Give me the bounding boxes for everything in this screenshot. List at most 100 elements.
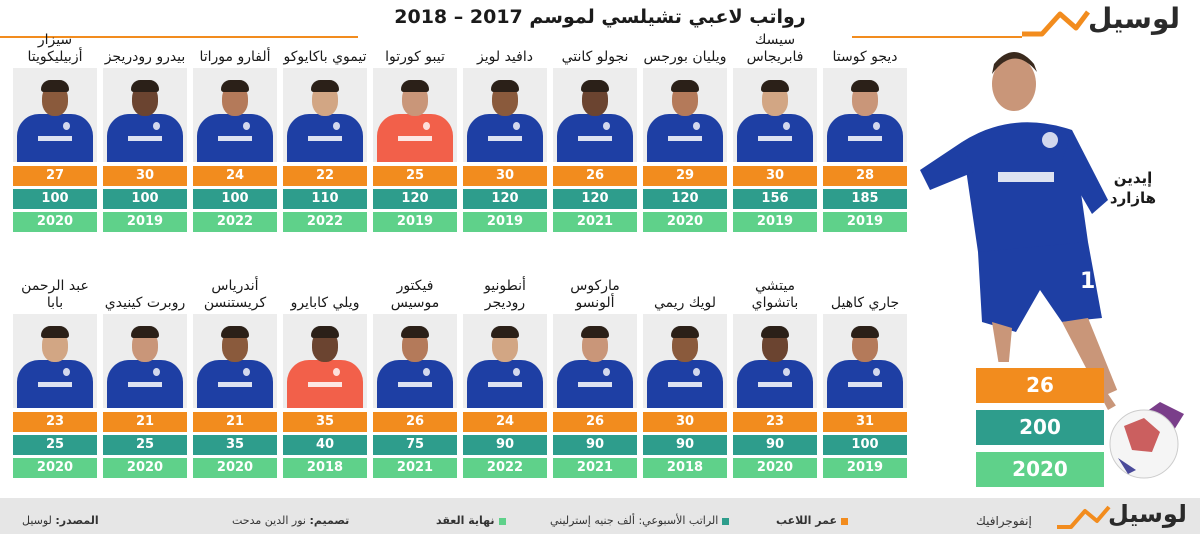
player-age: 30 xyxy=(733,166,817,186)
player-card: تيموي باكايوكو 22 110 2022 xyxy=(283,18,367,232)
player-salary: 120 xyxy=(643,189,727,209)
player-age: 30 xyxy=(643,412,727,432)
player-name: لويك ريمي xyxy=(653,295,717,311)
player-kit xyxy=(827,114,903,162)
player-card: روبرت كينيدي 21 25 2020 xyxy=(103,264,187,478)
player-name: سيسك فابريجاس xyxy=(746,32,804,65)
player-hair xyxy=(671,326,699,338)
featured-player-stats: 26 200 2020 xyxy=(976,368,1104,494)
player-card: أندرياس كريستنسن 21 35 2020 xyxy=(193,264,277,478)
player-age: 22 xyxy=(283,166,367,186)
player-photo xyxy=(553,314,637,408)
player-photo xyxy=(13,68,97,162)
player-photo xyxy=(373,68,457,162)
player-contract-end: 2022 xyxy=(283,212,367,232)
player-kit xyxy=(737,360,813,408)
player-card: عبد الرحمن بابا 23 25 2020 xyxy=(13,264,97,478)
player-card: بيدرو رودريجز 30 100 2019 xyxy=(103,18,187,232)
featured-contract-end: 2020 xyxy=(976,452,1104,487)
player-hair xyxy=(41,80,69,92)
player-card: ديجو كوستا 28 185 2019 xyxy=(823,18,907,232)
player-name: نجولو كانتي xyxy=(561,49,629,65)
player-kit xyxy=(377,114,453,162)
player-contract-end: 2019 xyxy=(823,212,907,232)
player-salary: 185 xyxy=(823,189,907,209)
player-card: لويك ريمي 30 90 2018 xyxy=(643,264,727,478)
player-contract-end: 2018 xyxy=(283,458,367,478)
player-age: 27 xyxy=(13,166,97,186)
player-age: 30 xyxy=(463,166,547,186)
player-photo xyxy=(463,68,547,162)
player-contract-end: 2021 xyxy=(553,212,637,232)
player-name: بيدرو رودريجز xyxy=(104,49,186,65)
player-age: 29 xyxy=(643,166,727,186)
player-salary: 25 xyxy=(103,435,187,455)
player-salary: 90 xyxy=(553,435,637,455)
player-salary: 120 xyxy=(373,189,457,209)
featured-salary: 200 xyxy=(976,410,1104,445)
player-age: 21 xyxy=(193,412,277,432)
player-hair xyxy=(131,80,159,92)
player-age: 24 xyxy=(193,166,277,186)
player-photo xyxy=(103,68,187,162)
legend-age-text: عمر اللاعب xyxy=(776,514,837,527)
player-hair xyxy=(761,326,789,338)
player-hair xyxy=(401,326,429,338)
player-hair xyxy=(761,80,789,92)
player-age: 24 xyxy=(463,412,547,432)
page-title: رواتب لاعبي تشيلسي لموسم 2017 – 2018 xyxy=(394,6,806,28)
player-contract-end: 2022 xyxy=(193,212,277,232)
player-salary: 110 xyxy=(283,189,367,209)
player-kit xyxy=(467,360,543,408)
player-photo xyxy=(373,314,457,408)
player-kit xyxy=(647,114,723,162)
player-name: ويلي كابايرو xyxy=(290,295,360,311)
footer-brand-logo: لوسيل xyxy=(1108,500,1187,528)
player-contract-end: 2020 xyxy=(13,458,97,478)
player-age: 28 xyxy=(823,166,907,186)
legend-age-swatch xyxy=(840,517,848,525)
source-label: المصدر: xyxy=(55,514,99,527)
design-credit: تصميم: نور الدين مدحت xyxy=(232,514,349,527)
player-contract-end: 2020 xyxy=(13,212,97,232)
player-hair xyxy=(581,80,609,92)
player-hair xyxy=(221,326,249,338)
player-contract-end: 2022 xyxy=(463,458,547,478)
player-photo xyxy=(553,68,637,162)
player-card: نجولو كانتي 26 120 2021 xyxy=(553,18,637,232)
player-photo xyxy=(193,314,277,408)
header: رواتب لاعبي تشيلسي لموسم 2017 – 2018 لوس… xyxy=(0,0,1200,40)
player-hair xyxy=(851,80,879,92)
player-kit xyxy=(197,114,273,162)
player-kit xyxy=(377,360,453,408)
player-kit xyxy=(17,114,93,162)
player-kit xyxy=(557,114,633,162)
player-age: 30 xyxy=(103,166,187,186)
player-salary: 100 xyxy=(13,189,97,209)
legend-salary-text: الراتب الأسبوعي: ألف جنيه إسترليني xyxy=(550,514,719,527)
brand-logo: لوسيل xyxy=(1088,2,1181,35)
player-age: 31 xyxy=(823,412,907,432)
player-kit xyxy=(737,114,813,162)
player-photo xyxy=(823,68,907,162)
player-kit xyxy=(287,114,363,162)
player-card: ميتشي باتشواي 23 90 2020 xyxy=(733,264,817,478)
player-age: 26 xyxy=(373,412,457,432)
player-kit xyxy=(17,360,93,408)
player-salary: 120 xyxy=(553,189,637,209)
player-salary: 90 xyxy=(463,435,547,455)
player-card: سيزار أزبيليكويتا 27 100 2020 xyxy=(13,18,97,232)
player-photo xyxy=(13,314,97,408)
player-name: فيكتور موسيس xyxy=(390,278,440,311)
player-name: ويليان بورجس xyxy=(643,49,727,65)
player-card: تيبو كورتوا 25 120 2019 xyxy=(373,18,457,232)
player-photo xyxy=(193,68,277,162)
player-name: ماركوس ألونسو xyxy=(570,278,620,311)
header-rule-right xyxy=(852,36,1022,38)
player-photo xyxy=(463,314,547,408)
logo-zigzag-icon xyxy=(1022,10,1090,37)
player-name: أنطونيو روديجر xyxy=(484,278,526,311)
player-salary: 25 xyxy=(13,435,97,455)
player-salary: 40 xyxy=(283,435,367,455)
player-kit xyxy=(287,360,363,408)
